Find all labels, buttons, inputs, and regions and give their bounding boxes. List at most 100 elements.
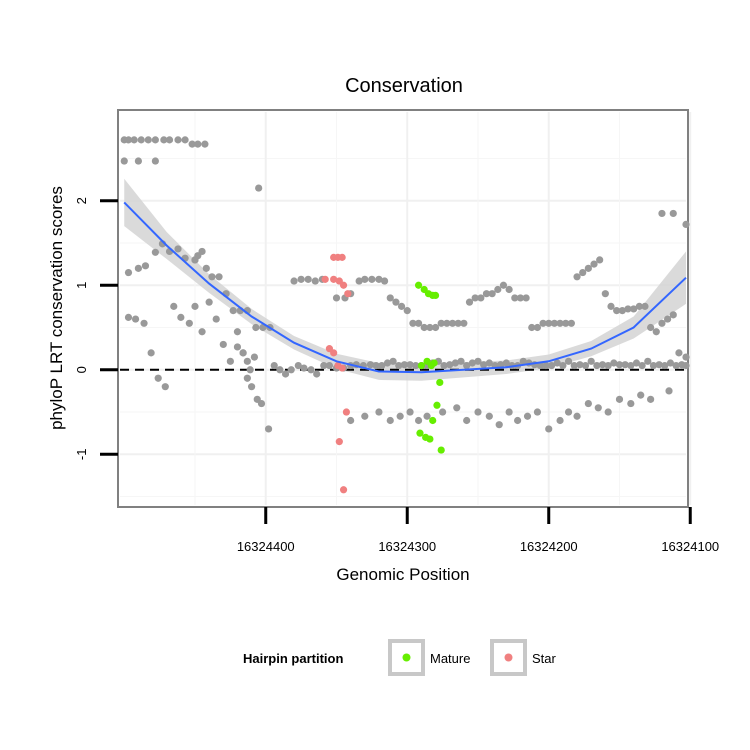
point-other [576, 361, 584, 369]
point-other [638, 361, 646, 370]
point-other [443, 319, 451, 327]
point-other [477, 294, 485, 302]
point-star [338, 364, 346, 372]
point-other [658, 319, 666, 327]
point-other [294, 361, 302, 370]
point-other [675, 349, 683, 357]
point-other [270, 361, 278, 370]
point-other [547, 361, 556, 370]
point-mature [417, 361, 425, 370]
point-other [579, 268, 587, 277]
point-other [160, 136, 168, 144]
point-other [562, 319, 570, 327]
point-other [581, 361, 590, 370]
point-other [593, 361, 601, 370]
point-other [652, 328, 660, 336]
point-other [131, 315, 140, 323]
point-other [615, 395, 624, 403]
point-mature [431, 291, 440, 299]
point-other [255, 184, 263, 192]
point-other [250, 353, 259, 361]
point-other [290, 277, 298, 285]
point-mature [436, 378, 444, 387]
point-other [151, 248, 159, 256]
point-other [665, 387, 673, 395]
x-tick-label: 16324300 [378, 539, 436, 554]
point-other [414, 416, 423, 425]
legend-label-star: Star [532, 651, 557, 666]
point-other [573, 273, 581, 281]
point-other [522, 294, 530, 302]
point-other [655, 361, 663, 369]
point-other [661, 361, 669, 370]
point-other [539, 319, 547, 327]
point-other [439, 408, 447, 416]
legend-title: Hairpin partition [243, 651, 343, 666]
point-other [239, 349, 247, 357]
point-other [474, 408, 482, 416]
point-other [276, 366, 284, 374]
point-other [386, 416, 394, 425]
point-other [682, 353, 690, 361]
legend-dot-star [504, 653, 513, 662]
point-other [598, 361, 607, 369]
point-mature [430, 359, 438, 367]
point-other [682, 361, 690, 370]
x-axis: 16324400 16324300 16324200 16324100 [237, 507, 719, 554]
x-tick-label: 16324400 [237, 539, 295, 554]
point-other [247, 383, 256, 391]
point-other [594, 404, 602, 412]
point-other [440, 361, 448, 370]
point-other [414, 319, 423, 327]
point-other [191, 302, 199, 310]
point-other [485, 412, 493, 420]
point-other [482, 290, 491, 298]
point-other [545, 425, 553, 433]
point-other [474, 357, 482, 365]
point-other [607, 302, 615, 310]
point-other [307, 366, 315, 374]
point-other [205, 298, 213, 306]
point-other [174, 136, 182, 144]
point-other [618, 307, 626, 315]
point-other [198, 328, 206, 336]
point-other [375, 275, 383, 283]
point-other [457, 357, 465, 365]
point-other [451, 359, 459, 367]
point-other [533, 323, 542, 332]
point-other [403, 307, 411, 315]
point-other [658, 209, 666, 218]
point-other [523, 412, 532, 420]
legend-dot-mature [402, 653, 411, 662]
point-other [252, 323, 260, 332]
point-other [170, 302, 178, 310]
point-other [396, 412, 404, 420]
point-other [361, 275, 369, 283]
point-other [596, 256, 604, 264]
point-other [610, 359, 618, 367]
point-star [330, 275, 338, 283]
point-other [471, 294, 479, 302]
point-other [246, 366, 254, 374]
point-other [392, 298, 400, 306]
point-other [375, 408, 383, 416]
point-other [406, 361, 414, 369]
point-other [177, 313, 185, 321]
point-star [335, 438, 343, 446]
point-other [446, 361, 454, 369]
point-other [465, 298, 474, 306]
point-other [545, 319, 553, 327]
point-other [499, 281, 508, 289]
point-other [287, 366, 295, 374]
smooth-curve [123, 201, 687, 374]
point-other [198, 247, 206, 256]
point-star [339, 281, 348, 289]
point-other [212, 315, 220, 323]
point-other [624, 305, 632, 313]
point-other [542, 361, 550, 370]
point-other [453, 404, 461, 412]
point-other [682, 220, 690, 229]
point-star [339, 486, 348, 494]
point-other [666, 359, 675, 367]
